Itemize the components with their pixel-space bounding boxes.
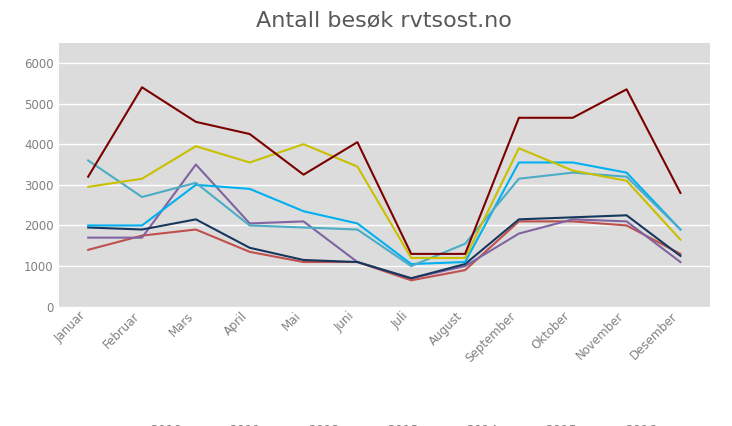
2011 — [192, 162, 201, 167]
2014 — [676, 227, 685, 232]
2012 — [192, 217, 201, 222]
2011 — [353, 259, 362, 265]
2015 — [83, 184, 92, 190]
2010 — [568, 219, 577, 224]
Line: 2016: 2016 — [88, 87, 681, 254]
2015 — [460, 256, 469, 261]
Line: 2014: 2014 — [88, 161, 681, 266]
2011 — [568, 217, 577, 222]
2013 — [515, 160, 523, 165]
2012 — [245, 245, 254, 250]
2011 — [83, 235, 92, 240]
2015 — [676, 237, 685, 242]
2012 — [353, 259, 362, 265]
Line: 2010: 2010 — [88, 222, 681, 280]
2011 — [245, 221, 254, 226]
2011 — [138, 235, 146, 240]
2013 — [622, 170, 631, 175]
2013 — [460, 259, 469, 265]
2010 — [407, 278, 416, 283]
2016 — [192, 119, 201, 124]
2015 — [407, 256, 416, 261]
2015 — [515, 146, 523, 151]
2014 — [568, 170, 577, 175]
2014 — [299, 225, 308, 230]
2010 — [460, 268, 469, 273]
2016 — [83, 174, 92, 179]
Line: 2013: 2013 — [88, 162, 681, 264]
2014 — [138, 194, 146, 199]
2015 — [622, 178, 631, 183]
2014 — [460, 241, 469, 246]
2013 — [299, 209, 308, 214]
2010 — [676, 251, 685, 256]
Legend: 2010, 2011, 2012, 2013, 2014, 2015, 2016: 2010, 2011, 2012, 2013, 2014, 2015, 2016 — [112, 424, 657, 426]
2014 — [622, 174, 631, 179]
2015 — [192, 144, 201, 149]
2010 — [245, 249, 254, 254]
2016 — [138, 85, 146, 90]
2012 — [460, 262, 469, 267]
2011 — [407, 276, 416, 281]
2012 — [83, 225, 92, 230]
2014 — [353, 227, 362, 232]
2010 — [138, 233, 146, 238]
2014 — [245, 223, 254, 228]
2015 — [245, 160, 254, 165]
2013 — [568, 160, 577, 165]
2015 — [138, 176, 146, 181]
2013 — [407, 262, 416, 267]
2015 — [568, 168, 577, 173]
2013 — [676, 227, 685, 232]
2012 — [676, 253, 685, 259]
2013 — [353, 221, 362, 226]
2016 — [460, 251, 469, 256]
2014 — [407, 264, 416, 269]
2011 — [622, 219, 631, 224]
2016 — [622, 87, 631, 92]
2016 — [353, 140, 362, 145]
2015 — [299, 141, 308, 147]
2011 — [460, 264, 469, 269]
2010 — [83, 247, 92, 252]
2016 — [299, 172, 308, 177]
2010 — [622, 223, 631, 228]
2014 — [515, 176, 523, 181]
2016 — [407, 251, 416, 256]
2012 — [568, 215, 577, 220]
2014 — [83, 158, 92, 163]
2012 — [138, 227, 146, 232]
Line: 2015: 2015 — [88, 144, 681, 258]
2012 — [622, 213, 631, 218]
2012 — [299, 257, 308, 262]
2014 — [192, 180, 201, 185]
Line: 2012: 2012 — [88, 215, 681, 278]
2012 — [515, 217, 523, 222]
2010 — [192, 227, 201, 232]
2016 — [515, 115, 523, 120]
2011 — [515, 231, 523, 236]
2016 — [568, 115, 577, 120]
2015 — [353, 164, 362, 169]
2010 — [299, 259, 308, 265]
2010 — [515, 219, 523, 224]
Title: Antall besøk rvtsost.no: Antall besøk rvtsost.no — [256, 10, 512, 30]
2011 — [299, 219, 308, 224]
2016 — [676, 190, 685, 196]
2011 — [676, 259, 685, 265]
2013 — [138, 223, 146, 228]
2016 — [245, 132, 254, 137]
2013 — [245, 186, 254, 191]
2013 — [192, 182, 201, 187]
2012 — [407, 276, 416, 281]
2010 — [353, 259, 362, 265]
2013 — [83, 223, 92, 228]
Line: 2011: 2011 — [88, 164, 681, 278]
